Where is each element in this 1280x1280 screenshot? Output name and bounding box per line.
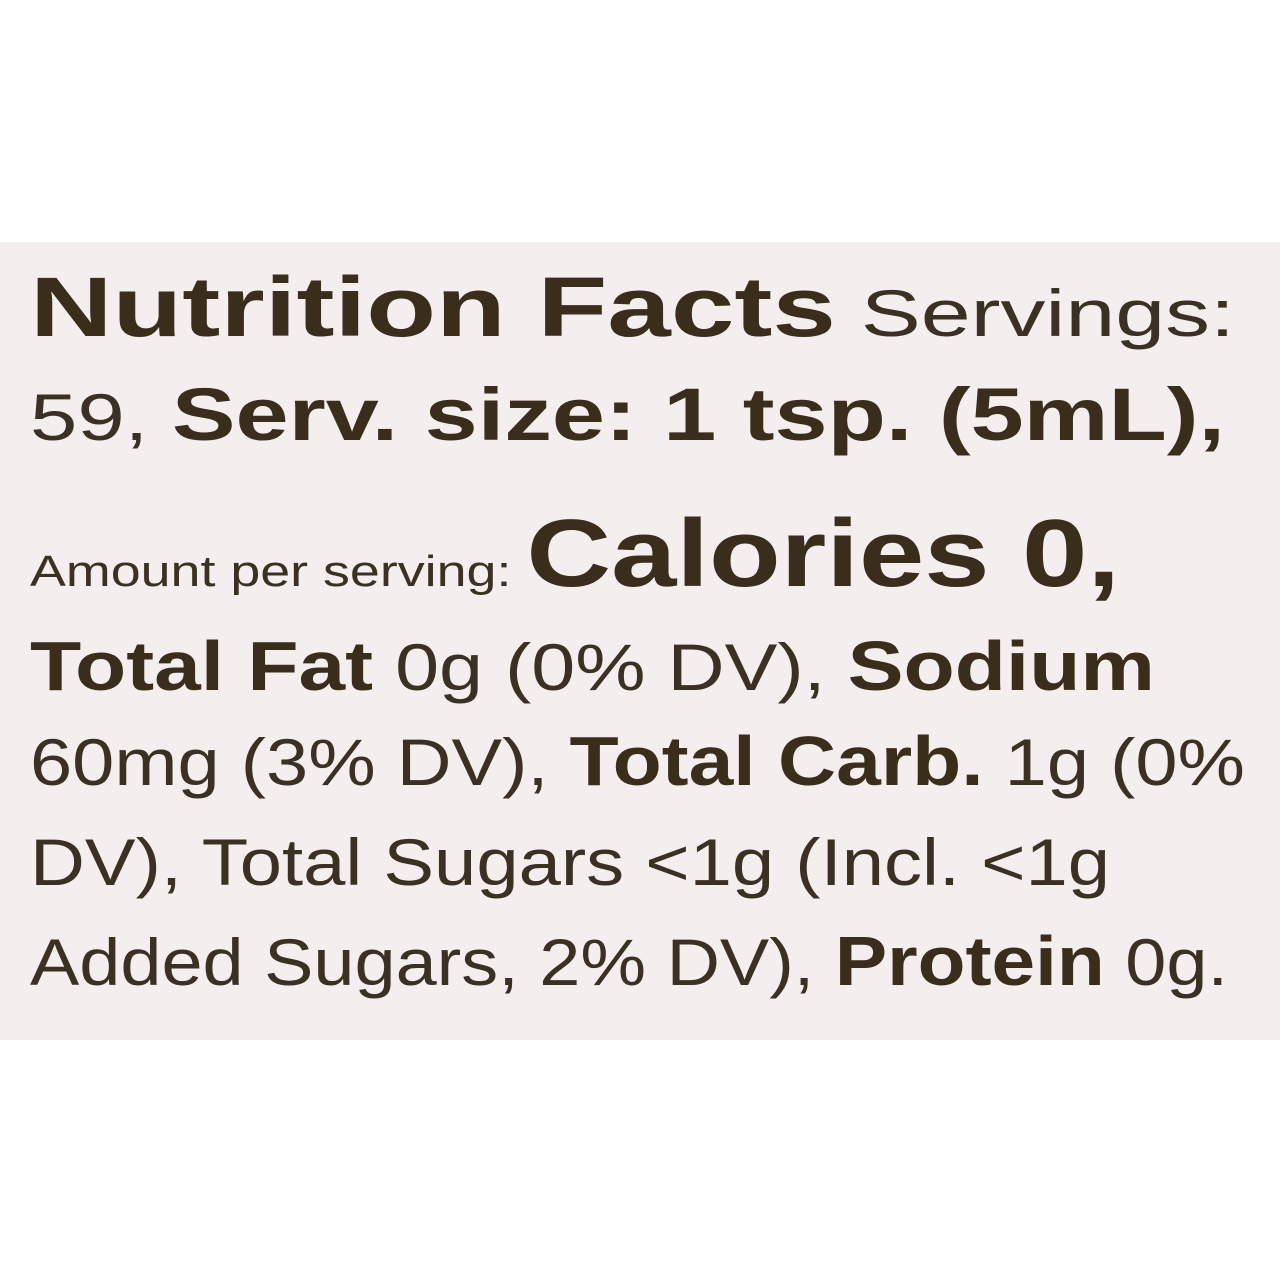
label-line: 59, Serv. size: 1 tsp. (5mL), (30, 373, 1225, 456)
label-line: 60mg (3% DV), Total Carb. 1g (0% (30, 722, 1245, 800)
bold-text: Serv. size: 1 tsp. (5mL), (172, 373, 1225, 456)
label-line: Total Fat 0g (0% DV), Sodium (30, 627, 1155, 705)
bold-text: Nutrition Facts (30, 260, 836, 354)
text: 59, (30, 380, 172, 454)
text: 1g (0% (984, 725, 1245, 799)
label-line: DV), Total Sugars <1g (Incl. <1g (30, 825, 1110, 899)
text: DV), Total Sugars <1g (Incl. <1g (30, 825, 1110, 899)
bold-text: Sodium (848, 627, 1155, 705)
bold-text: Calories 0, (526, 500, 1120, 607)
bold-text: Total Carb. (569, 722, 983, 800)
label-line: Added Sugars, 2% DV), Protein 0g. (30, 922, 1228, 1000)
text: 60mg (3% DV), (30, 725, 569, 799)
text: 0g (0% DV), (373, 630, 847, 704)
label-line: Amount per serving: Calories 0, (30, 500, 1120, 607)
bold-text: Protein (835, 922, 1105, 1000)
text: 0g. (1105, 925, 1228, 999)
text: Amount per serving: (30, 547, 526, 596)
label-line: Nutrition Facts Servings: (30, 260, 1235, 354)
text: Servings: (836, 276, 1235, 350)
label-panel (0, 242, 1280, 1040)
bold-text: Total Fat (30, 627, 373, 705)
text: Added Sugars, 2% DV), (30, 925, 835, 999)
